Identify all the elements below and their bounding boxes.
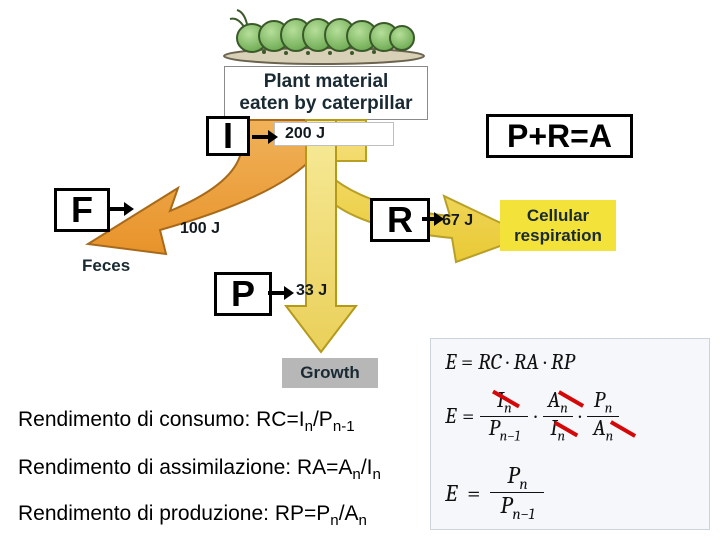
growth-label: Growth [300,363,360,382]
var-PRA: P+R=A [507,118,612,155]
equation-panel: E = RC · RA · RP E= In Pn−1 · An In · Pn… [430,338,710,530]
energy-P-value: 33 J [296,282,327,300]
arrow-I [250,128,278,146]
eq-line1: E = RC · RA · RP [445,349,575,375]
rendimento-consumo: Rendimento di consumo: RC=In/Pn-1 [18,408,355,435]
rendimento-assimilazione: Rendimento di assimilazione: RA=An/In [18,456,381,483]
plant-material-label: Plant material eaten by caterpillar [224,66,428,120]
energy-F-value: 100 J [180,220,220,238]
eq-line2: E= In Pn−1 · An In · Pn An [445,389,619,443]
var-F-box: F [54,188,110,232]
var-R: R [387,199,413,241]
caterpillar-illustration [214,2,434,66]
eq-line3: E= Pn Pn−1 [445,463,544,523]
arrow-P [266,284,294,302]
energy-I-strip: 200 J [274,122,394,146]
plant-label-line1: Plant material [231,71,421,93]
respiration-label-box: Cellular respiration [500,200,616,251]
arrow-F [106,200,134,218]
resp-line2: respiration [504,226,612,246]
energy-I-value: 200 J [285,125,325,143]
var-F: F [71,189,93,231]
feces-label: Feces [82,256,130,276]
energy-R-value: 67 J [442,212,473,230]
var-P: P [231,273,255,315]
var-P-box: P [214,272,272,316]
var-PRA-box: P+R=A [486,114,633,158]
resp-line1: Cellular [504,206,612,226]
rendimento-produzione: Rendimento di produzione: RP=Pn/An [18,502,367,529]
arrow-R [420,210,444,228]
plant-label-line2: eaten by caterpillar [231,93,421,115]
growth-label-box: Growth [282,358,378,388]
var-I: I [223,115,233,157]
var-I-box: I [206,116,250,156]
